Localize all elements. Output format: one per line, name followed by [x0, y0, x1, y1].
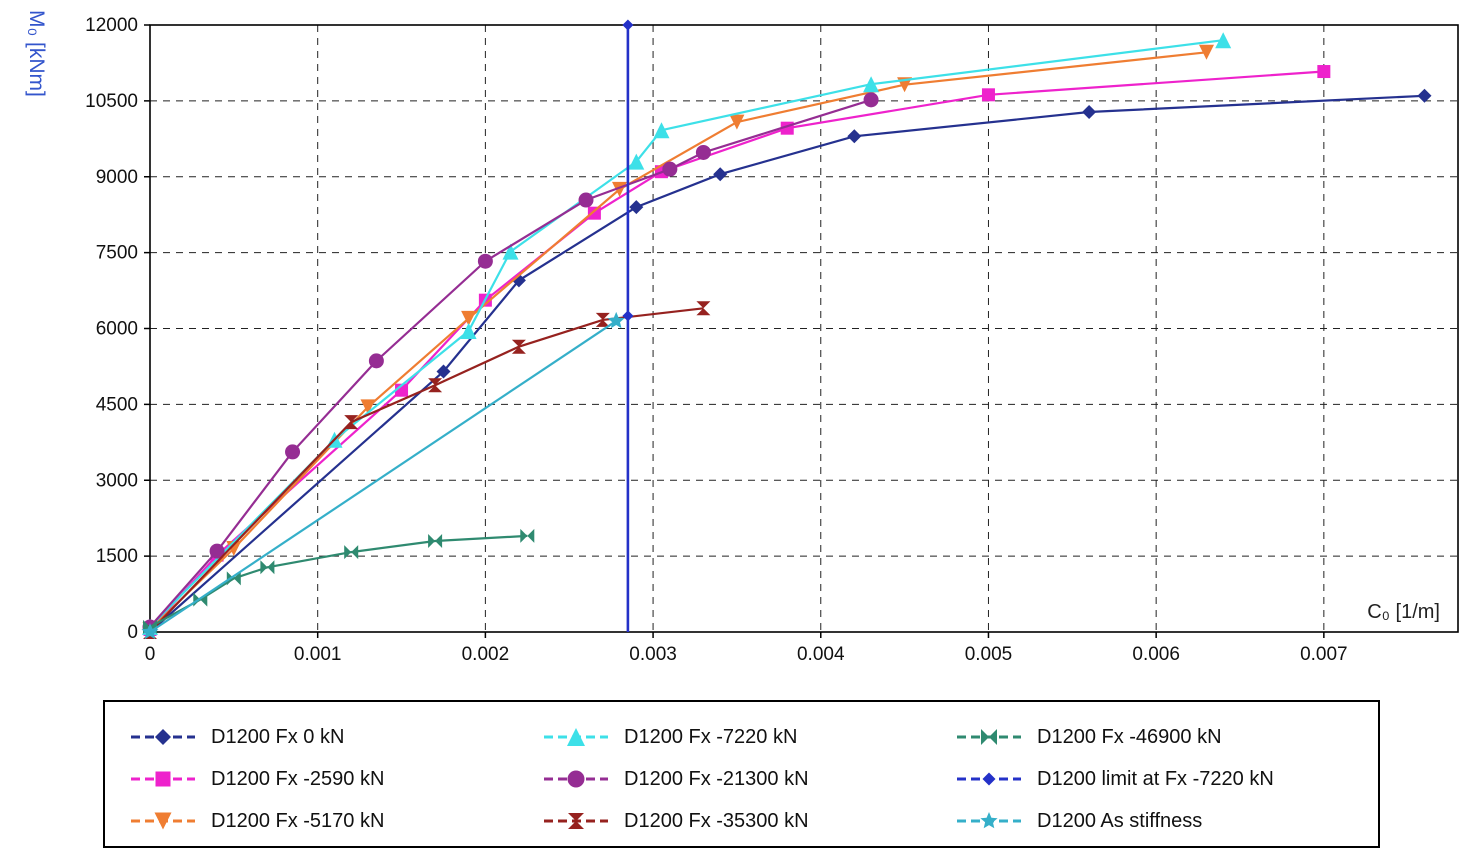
y-tick-labels: 0 1500 3000 4500 6000 7500 9000 10500 12000 [85, 15, 138, 643]
chart-svg: 0 0.001 0.002 0.003 0.004 0.005 0.006 0.007 0 150… [25, 10, 1459, 665]
svg-text:0.004: 0.004 [797, 644, 845, 665]
legend-key-8 [957, 812, 1021, 829]
svg-text:4500: 4500 [96, 394, 138, 415]
series-2 [142, 44, 1214, 637]
legend-item: D1200 Fx -7220 kN [542, 726, 955, 749]
legend-key-2 [131, 812, 195, 830]
series-6 [143, 528, 535, 634]
legend-item: D1200 Fx -46900 kN [955, 726, 1368, 749]
series-3 [142, 32, 1232, 635]
svg-text:0.002: 0.002 [462, 644, 510, 665]
svg-text:0.001: 0.001 [294, 644, 342, 665]
legend-item: D1200 Fx 0 kN [129, 726, 542, 749]
legend-key-5 [544, 813, 608, 829]
svg-text:0: 0 [145, 644, 156, 665]
legend-key-6 [957, 729, 1021, 745]
legend-key-7 [957, 772, 1021, 786]
svg-text:6000: 6000 [96, 319, 138, 340]
svg-text:7500: 7500 [96, 243, 138, 264]
legend-item: D1200 limit at Fx -7220 kN [955, 768, 1368, 791]
legend-label: D1200 Fx -2590 kN [211, 767, 385, 790]
series-8 [141, 311, 625, 640]
svg-text:1500: 1500 [96, 546, 138, 567]
legend-item: D1200 Fx -5170 kN [129, 810, 542, 833]
legend-label: D1200 Fx -7220 kN [624, 725, 798, 748]
x-tick-labels: 0 0.001 0.002 0.003 0.004 0.005 0.006 0.007 [145, 644, 1348, 665]
legend-label: D1200 Fx -46900 kN [1037, 725, 1222, 748]
legend-label: D1200 Fx -21300 kN [624, 767, 809, 790]
chart-area: 0 0.001 0.002 0.003 0.004 0.005 0.006 0.007 0 150… [25, 10, 1459, 665]
svg-text:10500: 10500 [85, 91, 138, 112]
svg-text:0.003: 0.003 [629, 644, 677, 665]
svg-text:3000: 3000 [96, 470, 138, 491]
legend-key-0 [131, 729, 195, 745]
x-axis-label: C₀ [1/m] [1367, 601, 1440, 623]
legend-label: D1200 As stiffness [1037, 809, 1203, 832]
legend-key-4 [544, 770, 608, 788]
legend-label: D1200 Fx -5170 kN [211, 809, 385, 832]
chart-legend: D1200 Fx 0 kN D1200 Fx -2590 kN D1200 Fx -… [103, 700, 1380, 848]
legend-item: D1200 Fx -2590 kN [129, 768, 542, 791]
legend-item: D1200 As stiffness [955, 810, 1368, 833]
series-4 [142, 92, 879, 635]
series-5 [143, 301, 711, 639]
legend-item: D1200 Fx -35300 kN [542, 810, 955, 833]
svg-text:12000: 12000 [85, 15, 138, 36]
legend-item: D1200 Fx -21300 kN [542, 768, 955, 791]
tick-marks [144, 24, 1325, 638]
legend-label: D1200 Fx -35300 kN [624, 809, 809, 832]
legend-label: D1200 Fx 0 kN [211, 725, 345, 748]
svg-text:0.005: 0.005 [965, 644, 1013, 665]
legend-key-3 [544, 728, 608, 746]
svg-text:0.007: 0.007 [1300, 644, 1348, 665]
series-7 [622, 19, 634, 632]
y-axis-label: M₀ [kNm] [25, 10, 48, 97]
svg-text:9000: 9000 [96, 167, 138, 188]
svg-text:0: 0 [127, 622, 138, 643]
gridlines [150, 25, 1458, 632]
legend-label: D1200 limit at Fx -7220 kN [1037, 767, 1274, 790]
series-1 [143, 65, 1331, 636]
legend-key-1 [131, 771, 195, 787]
svg-text:0.006: 0.006 [1132, 644, 1180, 665]
